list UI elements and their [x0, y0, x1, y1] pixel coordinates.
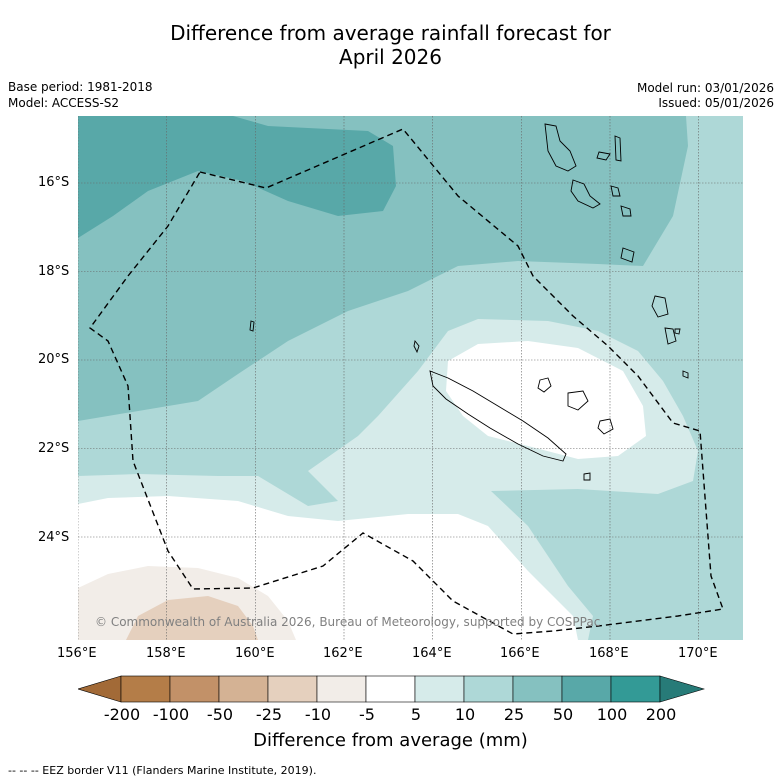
lon-label-164e: 164°E [412, 646, 452, 661]
colorbar-swatch [218, 675, 269, 703]
loyalty-island-ouvea [537, 377, 552, 393]
rainfall-anomaly-map [78, 116, 743, 640]
colorbar-label: 10 [454, 705, 476, 724]
band-50-100 [78, 116, 396, 238]
colorbar-swatch [463, 675, 514, 703]
colorbar [78, 675, 705, 703]
colorbar-label: -5 [359, 705, 375, 724]
chesterfield-islet [249, 320, 255, 332]
isle-of-pines [583, 472, 591, 481]
colorbar-label: -50 [206, 705, 234, 724]
colorbar-swatch [512, 675, 563, 703]
loyalty-island-lifou [567, 390, 589, 411]
new-caledonia-island [429, 370, 567, 462]
lat-label-24s: 24°S [38, 530, 70, 545]
colorbar-swatch [365, 675, 416, 703]
small-vanuatu-islet-2 [682, 370, 689, 379]
lat-label-22s: 22°S [38, 441, 70, 456]
colorbar-label: 100 [596, 705, 628, 724]
tanna [651, 295, 669, 318]
lon-label-170e: 170°E [678, 646, 718, 661]
eez-footnote: -- -- -- EEZ border V11 (Flanders Marine… [8, 764, 317, 777]
band-neutral-north [446, 341, 646, 459]
lat-label-18s: 18°S [38, 264, 70, 279]
colorbar-swatch [610, 675, 661, 703]
malekula [570, 179, 601, 209]
islet-1 [413, 339, 420, 354]
lon-label-160e: 160°E [235, 646, 275, 661]
lon-label-158e: 158°E [146, 646, 186, 661]
eez-border [89, 128, 724, 635]
map-title-line2: April 2026 [339, 45, 442, 69]
lon-label-156e: 156°E [57, 646, 97, 661]
colorbar-label: -10 [304, 705, 332, 724]
colorbar-extend-low [78, 675, 122, 703]
colorbar-swatch [169, 675, 220, 703]
espiritu-santo [544, 123, 577, 172]
colorbar-label: 200 [645, 705, 677, 724]
colorbar-swatch [316, 675, 367, 703]
maewo [596, 151, 611, 161]
map-title-line1: Difference from average rainfall forecas… [170, 21, 611, 45]
colorbar-swatch [267, 675, 318, 703]
colorbar-swatch [120, 675, 171, 703]
small-vanuatu-islet-1 [674, 328, 681, 335]
efate [620, 205, 632, 217]
colorbar-swatch [561, 675, 612, 703]
lat-label-16s: 16°S [38, 175, 70, 190]
colorbar-label: -25 [255, 705, 283, 724]
model-run-label: Model run: 03/01/2026 [636, 81, 774, 95]
graticule [78, 116, 743, 640]
issued-label: Issued: 05/01/2026 [658, 96, 774, 110]
colorbar-label: 25 [503, 705, 525, 724]
copyright-notice: © Commonwealth of Australia 2026, Bureau… [95, 615, 601, 629]
band-minus-10-25 [126, 596, 258, 640]
vanuatu-islands [544, 123, 689, 379]
lat-label-20s: 20°S [38, 352, 70, 367]
base-period-label: Base period: 1981-2018 [8, 80, 153, 94]
lon-label-162e: 162°E [323, 646, 363, 661]
epi [610, 185, 621, 197]
pentecost [614, 135, 622, 162]
model-label: Model: ACCESS-S2 [8, 96, 120, 110]
colorbar-label: -200 [103, 705, 141, 724]
colorbar-label: 5 [410, 705, 422, 724]
erromango [620, 247, 635, 263]
colorbar-extend-high [659, 675, 705, 703]
aneityum [664, 327, 677, 345]
colorbar-swatch [414, 675, 465, 703]
colorbar-title: Difference from average (mm) [253, 730, 528, 751]
lon-label-168e: 168°E [589, 646, 629, 661]
lon-label-166e: 166°E [500, 646, 540, 661]
colorbar-label: -100 [152, 705, 190, 724]
colorbar-label: 50 [552, 705, 574, 724]
band-25-50 [78, 116, 688, 421]
loyalty-island-mare [597, 418, 614, 435]
